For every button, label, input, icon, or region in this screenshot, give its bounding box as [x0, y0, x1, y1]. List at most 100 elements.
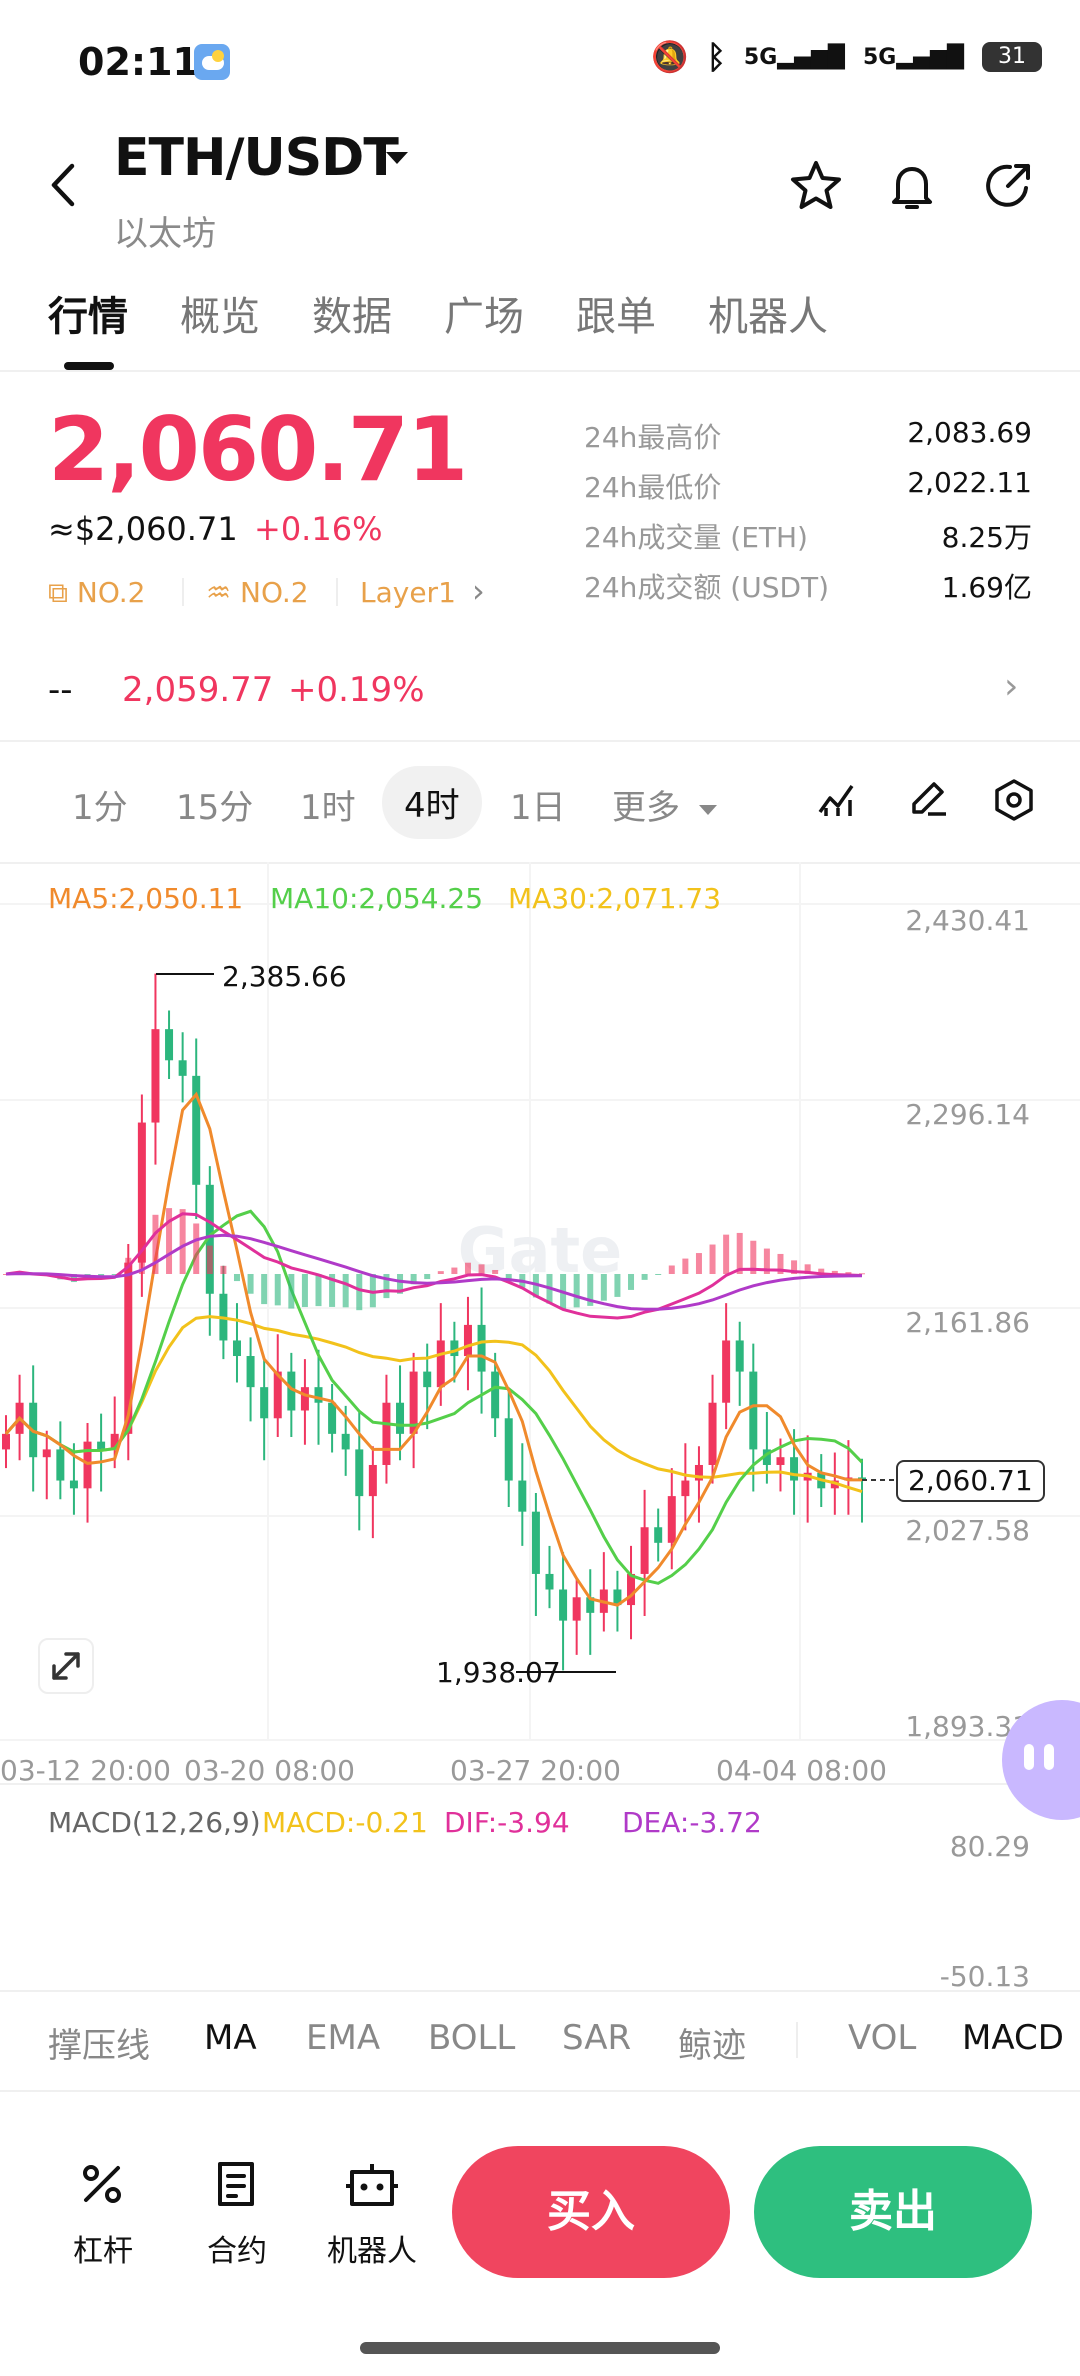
candle-body — [409, 1371, 418, 1434]
indicator-icon[interactable] — [816, 778, 860, 822]
macd-bar — [478, 1264, 485, 1274]
timeframe-1d[interactable]: 1日 — [510, 788, 566, 828]
robot-label[interactable]: 机器人 — [327, 2234, 417, 2269]
macd-bar — [247, 1274, 254, 1294]
macd-bar — [410, 1274, 417, 1285]
timeframe-15m[interactable]: 15分 — [176, 788, 254, 828]
indicator-whale[interactable]: 鲸迹 — [678, 2026, 746, 2066]
tab-copy-trading[interactable]: 跟单 — [576, 294, 656, 340]
expand-chart-button[interactable] — [38, 1638, 94, 1694]
stat-value-turnover: 1.69亿 — [941, 571, 1032, 604]
rank-divider — [182, 578, 184, 606]
candle-body — [137, 1122, 146, 1263]
tab-overview[interactable]: 概览 — [180, 294, 260, 340]
candle-body — [56, 1449, 65, 1481]
favorite-star-icon[interactable] — [788, 158, 844, 214]
sell-button[interactable]: 卖出 — [754, 2146, 1032, 2278]
timeframe-1h[interactable]: 1时 — [300, 788, 356, 828]
indicator-boll[interactable]: BOLL — [428, 2018, 516, 2058]
volume-rank[interactable]: ♒ NO.2 — [206, 576, 309, 609]
macd-bar — [111, 1274, 118, 1275]
timeframe-4h[interactable]: 4时 — [382, 766, 482, 839]
tab-square[interactable]: 广场 — [444, 294, 524, 340]
stat-label-turnover: 24h成交额 (USDT) — [584, 571, 830, 604]
candles — [2, 973, 866, 1671]
candle-body — [627, 1573, 636, 1606]
stat-label-volume: 24h成交量 (ETH) — [584, 521, 808, 554]
active-tab-indicator — [64, 362, 114, 370]
candle-body — [2, 1433, 10, 1450]
dif-value: DIF:-3.94 — [444, 1806, 570, 1839]
macd-bar — [695, 1253, 702, 1274]
candle-body — [450, 1340, 459, 1357]
price-change: +0.16% — [254, 510, 383, 548]
x-axis-label: 03-27 20:00 — [450, 1754, 621, 1787]
macd-bar — [193, 1223, 200, 1274]
stat-label-high: 24h最高价 — [584, 421, 722, 454]
tab-market[interactable]: 行情 — [48, 294, 128, 340]
indicator-ema[interactable]: EMA — [306, 2018, 381, 2058]
tab-data[interactable]: 数据 — [312, 294, 392, 340]
candle-body — [368, 1464, 377, 1497]
candle-body — [178, 1060, 187, 1076]
chevron-right-icon-2[interactable]: › — [1004, 666, 1019, 707]
stat-value-volume: 8.25万 — [941, 521, 1032, 554]
battery-icon: 31 — [982, 42, 1042, 72]
timeframe-1m[interactable]: 1分 — [72, 788, 128, 828]
dea-value: DEA:-3.72 — [622, 1806, 762, 1839]
candlestick-chart[interactable]: Gate — [0, 862, 1080, 1802]
macd-bar — [451, 1267, 458, 1274]
macd-bar — [369, 1274, 376, 1308]
tab-robot[interactable]: 机器人 — [708, 294, 828, 340]
candle-body — [654, 1527, 663, 1543]
caret-down-icon[interactable] — [386, 152, 408, 164]
macd-bar — [179, 1209, 186, 1274]
macd-bar — [736, 1232, 743, 1274]
y-axis-label: 2,027.58 — [905, 1514, 1030, 1547]
x-axis-label: 03-12 20:00 — [0, 1754, 171, 1787]
candle-body — [722, 1340, 731, 1403]
candle-body — [681, 1480, 690, 1497]
draw-pen-icon[interactable] — [906, 778, 950, 822]
leverage-label[interactable]: 杠杆 — [73, 2234, 133, 2269]
indicator-support-resistance[interactable]: 撑压线 — [48, 2026, 150, 2066]
candle-body — [572, 1597, 581, 1621]
leverage-icon[interactable] — [78, 2160, 126, 2212]
macd-bar — [750, 1240, 757, 1274]
candle-body — [518, 1480, 527, 1512]
macd-bar — [587, 1274, 594, 1306]
ma5-line — [4, 1091, 862, 1607]
macd-bar — [818, 1268, 825, 1274]
indicator-ma[interactable]: MA — [204, 2018, 257, 2058]
y-axis-label: 2,161.86 — [905, 1306, 1030, 1339]
share-icon[interactable] — [980, 158, 1036, 214]
macd-bar — [831, 1270, 838, 1274]
stat-value-high: 2,083.69 — [907, 416, 1032, 449]
macd-bar — [437, 1271, 444, 1274]
expand-icon — [52, 1652, 80, 1680]
macd-bar — [859, 1273, 865, 1275]
macd-bar — [804, 1264, 811, 1274]
chevron-right-icon[interactable]: › — [472, 572, 485, 610]
buy-button[interactable]: 买入 — [452, 2146, 730, 2278]
contract-icon[interactable] — [212, 2160, 260, 2212]
pair-subtitle: 以太坊 — [114, 214, 216, 254]
bell-icon[interactable] — [884, 158, 940, 214]
market-cap-rank[interactable]: ⧉ NO.2 — [48, 576, 145, 610]
indicator-macd[interactable]: MACD — [962, 2018, 1064, 2058]
category-tag[interactable]: Layer1 — [360, 576, 456, 609]
contract-label[interactable]: 合约 — [207, 2234, 267, 2269]
back-button[interactable] — [44, 160, 84, 210]
pair-title[interactable]: ETH/USDT — [114, 128, 399, 188]
rank-value-2: NO.2 — [240, 576, 309, 609]
indicator-sar[interactable]: SAR — [562, 2018, 632, 2058]
timeframe-more[interactable]: 更多 — [612, 780, 717, 829]
indicator-vol[interactable]: VOL — [848, 2018, 917, 2058]
bluetooth-icon: ᛒ — [706, 38, 726, 76]
alt-exchange-price[interactable]: 2,059.77 — [122, 670, 274, 710]
settings-hex-icon[interactable] — [992, 778, 1036, 826]
candle-body — [613, 1589, 622, 1606]
candle-body — [192, 1075, 201, 1185]
trend-icon: ♒ — [206, 576, 241, 609]
robot-icon[interactable] — [346, 2160, 398, 2212]
